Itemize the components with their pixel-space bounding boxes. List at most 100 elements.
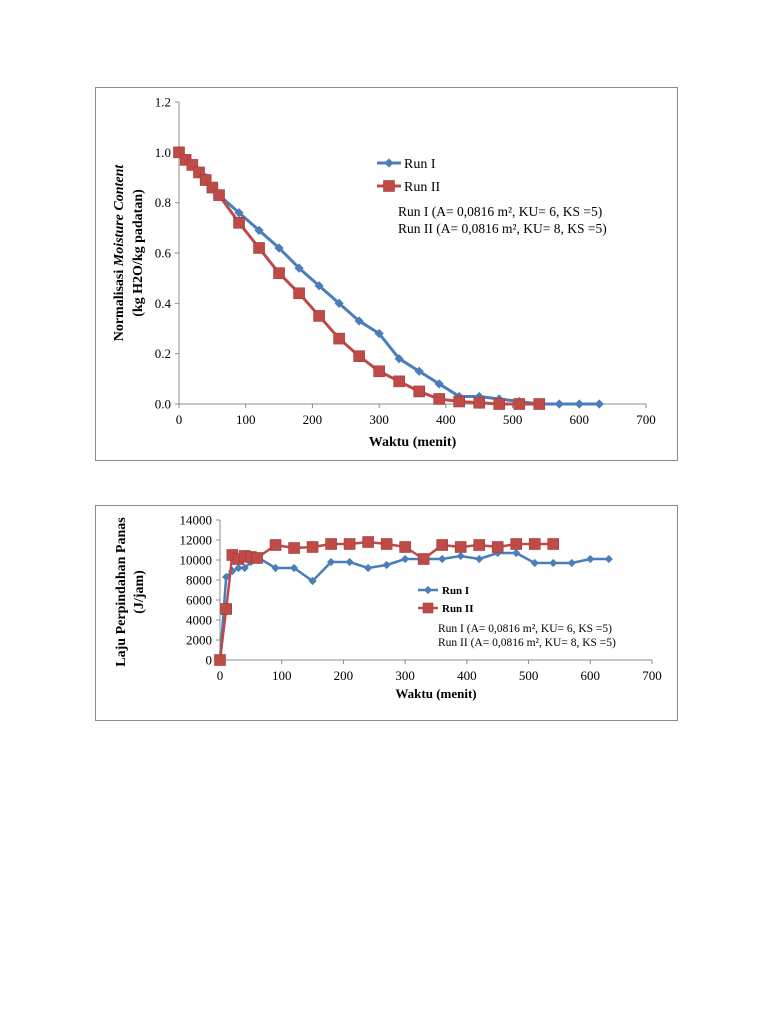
legend-label: Run I: [442, 585, 469, 597]
y-tick-label: 8000: [186, 573, 212, 588]
run-parameters-note: Run II (A= 0,0816 m², KU= 8, KS =5): [438, 637, 616, 649]
data-point: [354, 316, 364, 326]
x-tick-label: 700: [636, 412, 656, 427]
data-point: [240, 563, 249, 573]
data-point: [288, 542, 300, 554]
y-tick-label: 1.2: [155, 95, 171, 110]
data-point: [473, 396, 486, 409]
y-tick-label: 0: [206, 653, 213, 668]
legend-label: Run II: [404, 180, 441, 195]
y-tick-label: 4000: [186, 613, 212, 628]
data-point: [234, 563, 243, 573]
data-point: [510, 538, 523, 550]
y-axis-label-line2: (kg H2O/kg padatan): [131, 189, 146, 317]
data-point: [308, 576, 317, 586]
y-tick-label: 0.0: [155, 397, 171, 412]
data-point: [289, 563, 299, 573]
legend-marker: [383, 180, 395, 192]
legend: Run I Run II: [418, 585, 474, 615]
x-tick-label: 500: [519, 668, 539, 683]
x-tick-label: 0: [217, 668, 224, 683]
run-parameters-note: Run II (A= 0,0816 m², KU= 8, KS =5): [398, 221, 607, 236]
data-point: [417, 553, 430, 565]
y-tick-label: 10000: [180, 553, 213, 568]
data-point: [475, 554, 484, 564]
data-point: [374, 328, 384, 339]
data-point: [233, 217, 245, 229]
y-tick-label: 0.8: [155, 195, 171, 210]
data-point: [567, 558, 576, 568]
x-tick-label: 0: [176, 412, 183, 427]
data-point: [393, 375, 405, 388]
data-point: [586, 554, 595, 564]
data-point: [453, 395, 466, 408]
data-point: [251, 552, 263, 564]
y-label-italic: Moisture Content: [112, 164, 127, 268]
data-point: [454, 541, 467, 553]
x-axis-label: Waktu (menit): [395, 686, 476, 701]
data-point: [343, 538, 356, 550]
data-point: [199, 174, 212, 186]
data-point: [333, 332, 345, 345]
data-point: [530, 558, 539, 568]
data-point: [271, 563, 280, 573]
y-axis-label-line1: Normalisasi Moisture Content: [112, 164, 127, 342]
y-tick-label: 12000: [180, 533, 213, 548]
y-tick-label: 14000: [180, 513, 213, 528]
x-tick-label: 600: [570, 412, 590, 427]
x-tick-label: 100: [272, 668, 292, 683]
data-point: [293, 287, 305, 300]
data-point: [399, 541, 411, 553]
x-tick-label: 600: [581, 668, 601, 683]
y-tick-label: 1.0: [155, 145, 171, 160]
data-point: [326, 557, 336, 567]
y-tick-label: 0.2: [155, 346, 171, 361]
data-point: [254, 225, 264, 235]
x-tick-label: 400: [457, 668, 477, 683]
series-line: [177, 151, 540, 406]
data-point: [273, 267, 285, 279]
data-point: [549, 558, 558, 568]
data-point: [269, 539, 282, 551]
data-point: [604, 554, 613, 564]
data-point: [434, 379, 444, 389]
data-point: [353, 350, 365, 362]
data-point: [186, 159, 199, 171]
data-point: [436, 539, 448, 551]
data-point: [382, 560, 391, 570]
y-tick-label: 0.4: [155, 296, 172, 311]
heat-rate-chart-panel: 0 2000 4000 6000 8000 10000 12000 14000 0 100 200 3…: [95, 505, 678, 721]
x-axis-label: Waktu (menit): [369, 435, 457, 450]
x-tick-label: 500: [503, 412, 522, 427]
series-run-ii: [214, 536, 560, 666]
legend-marker: [422, 602, 434, 614]
data-point: [513, 398, 526, 410]
y-tick-label: 6000: [186, 593, 212, 608]
data-point: [364, 563, 373, 573]
data-point: [528, 538, 541, 550]
run-parameters-note: Run I (A= 0,0816 m², KU= 6, KS =5): [438, 623, 612, 635]
run-parameters-note: Run I (A= 0,0816 m², KU= 6, KS =5): [398, 204, 602, 219]
y-label-prefix: Normalisasi: [112, 266, 127, 341]
data-point: [473, 539, 486, 551]
y-tick-label: 2000: [186, 633, 212, 648]
data-point: [414, 366, 424, 376]
data-point: [574, 399, 584, 409]
data-point: [206, 181, 219, 194]
data-point: [193, 166, 205, 179]
data-point: [345, 557, 354, 567]
data-point: [547, 538, 560, 550]
data-point: [173, 146, 185, 159]
data-point: [554, 399, 564, 409]
data-point: [220, 603, 232, 615]
data-point: [433, 393, 445, 405]
data-point: [313, 310, 325, 322]
x-tick-label: 400: [436, 412, 456, 427]
legend-label: Run I: [404, 157, 436, 172]
x-tick-label: 700: [642, 668, 662, 683]
data-point: [234, 208, 244, 218]
x-tick-label: 200: [334, 668, 354, 683]
legend-marker: [423, 585, 433, 595]
heat-rate-chart: 0 2000 4000 6000 8000 10000 12000 14000 0 100 200 3…: [114, 513, 662, 702]
data-point: [325, 538, 337, 550]
